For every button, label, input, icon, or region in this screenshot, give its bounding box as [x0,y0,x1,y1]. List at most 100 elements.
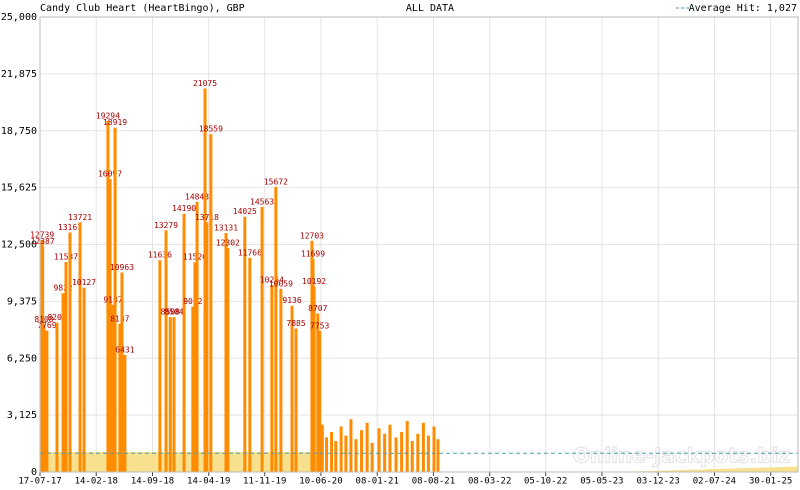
spike [294,328,298,472]
data-label: 8504 [164,308,183,317]
data-label: 8137 [110,314,129,323]
spike [270,285,274,472]
x-tick-label: 08-03-22 [468,477,511,487]
data-label: 6431 [115,345,134,354]
x-tick-label: 14-09-18 [131,477,174,487]
data-label: 7769 [37,321,56,330]
data-label: 11537 [54,253,78,262]
x-tick-label: 11-11-19 [243,477,286,487]
data-label: 10963 [110,263,134,272]
spike [330,431,334,472]
spike [432,426,436,472]
x-tick-label: 14-02-18 [75,477,118,487]
x-tick-label: 17-07-17 [18,477,61,487]
data-label: 14563 [250,197,274,206]
spike [370,442,374,472]
data-label: 14843 [185,192,209,201]
data-label: 11636 [148,251,172,260]
data-label: 12739 [30,231,54,240]
spike [344,435,348,472]
spike [195,201,199,472]
y-tick-label: 6,250 [7,353,37,364]
spike [410,441,414,472]
spike [111,304,115,472]
spike [113,127,117,473]
spike [274,186,278,473]
spike [354,439,358,472]
spike [339,426,343,472]
spike [394,437,398,472]
spike [320,424,324,472]
y-tick-label: 18,750 [1,126,37,137]
spike [290,305,294,472]
data-label: 12703 [300,231,324,240]
spike [193,262,197,472]
spike [42,324,46,472]
data-label: 21075 [193,79,217,88]
spike [279,288,283,472]
spike [108,179,112,472]
y-tick-label: 12,500 [1,240,37,251]
data-label: 9136 [282,296,301,305]
data-label: 12387 [31,237,55,246]
data-label: 10264 [260,276,284,285]
data-label: 11699 [301,250,325,259]
x-tick-label: 08-01-21 [356,477,399,487]
spike [436,439,440,472]
data-label: 14025 [233,207,257,216]
spike [325,437,329,472]
data-label: 9082 [183,297,202,306]
spike [120,272,124,472]
x-tick-label: 05-10-22 [524,477,567,487]
data-label: 18919 [103,118,127,127]
spike [164,230,168,472]
spike [260,206,264,472]
data-label: 10059 [269,279,293,288]
spike [312,286,316,472]
spike [191,306,195,472]
spike [123,354,127,472]
spike [172,317,176,472]
chart-title: Candy Club Heart (HeartBingo), GBP [40,3,245,14]
spike [209,134,213,472]
data-label: 13279 [154,221,178,230]
spike [224,233,228,472]
spike [360,430,364,472]
y-tick-label: 0 [31,467,37,478]
data-label: 13718 [195,213,219,222]
data-label: 19294 [96,111,120,120]
plot-border [39,16,799,473]
spike [377,428,381,472]
spike [349,419,353,472]
spike [243,216,247,472]
x-tick-label: 08-08-21 [412,477,455,487]
data-label: 8707 [308,304,327,313]
chart-subtitle: ALL DATA [406,3,454,14]
x-tick-label: 05-05-23 [580,477,623,487]
data-label: 9822 [53,284,72,293]
spike [316,313,320,472]
x-tick-label: 02-07-24 [693,477,736,487]
y-tick-label: 15,625 [1,183,37,194]
data-label: 8108 [34,315,53,324]
spike [421,422,425,472]
spike [82,287,86,472]
average-label: Average Hit: 1,027 [689,3,797,14]
x-tick-label: 14-04-19 [187,477,230,487]
y-tick-label: 25,000 [1,12,37,23]
data-label: 16097 [98,170,122,179]
y-tick-label: 9,375 [7,296,37,307]
x-tick-label: 03-12-23 [637,477,680,487]
data-label: 10192 [302,277,326,286]
data-label: 7885 [286,319,305,328]
spike [400,431,404,472]
spike [106,120,110,473]
x-tick-label: 10-06-20 [299,477,342,487]
spike [226,248,230,472]
spike [182,213,186,472]
data-label: 13721 [68,213,92,222]
spike [55,322,59,472]
area [40,451,798,472]
y-tick-label: 21,875 [1,69,37,80]
x-tick-label: 30-01-25 [749,477,792,487]
